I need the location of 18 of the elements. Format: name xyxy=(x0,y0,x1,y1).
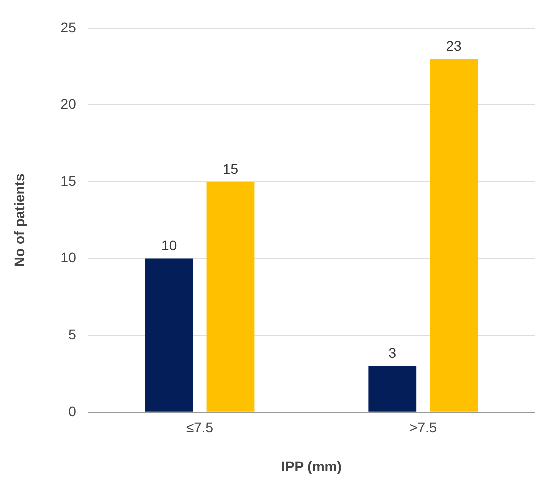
y-tick-label: 25 xyxy=(60,19,77,36)
x-tick-label: ≤7.5 xyxy=(186,420,214,436)
bar xyxy=(206,182,255,412)
bar xyxy=(430,59,478,412)
x-tick-label: >7.5 xyxy=(410,420,438,436)
data-label: 15 xyxy=(222,160,239,177)
data-label: 3 xyxy=(388,345,397,362)
data-label: 23 xyxy=(446,38,462,54)
y-tick-label: 15 xyxy=(60,172,77,189)
y-tick-label: 0 xyxy=(68,403,77,420)
y-tick-label: 5 xyxy=(68,326,77,342)
y-axis-title: No of patients xyxy=(11,174,28,268)
y-tick-label: 20 xyxy=(60,96,77,112)
bar xyxy=(368,366,417,412)
data-label: 10 xyxy=(162,238,178,254)
y-tick-label: 10 xyxy=(60,250,77,266)
bar xyxy=(145,258,194,412)
x-axis-title: IPP (mm) xyxy=(281,458,342,474)
